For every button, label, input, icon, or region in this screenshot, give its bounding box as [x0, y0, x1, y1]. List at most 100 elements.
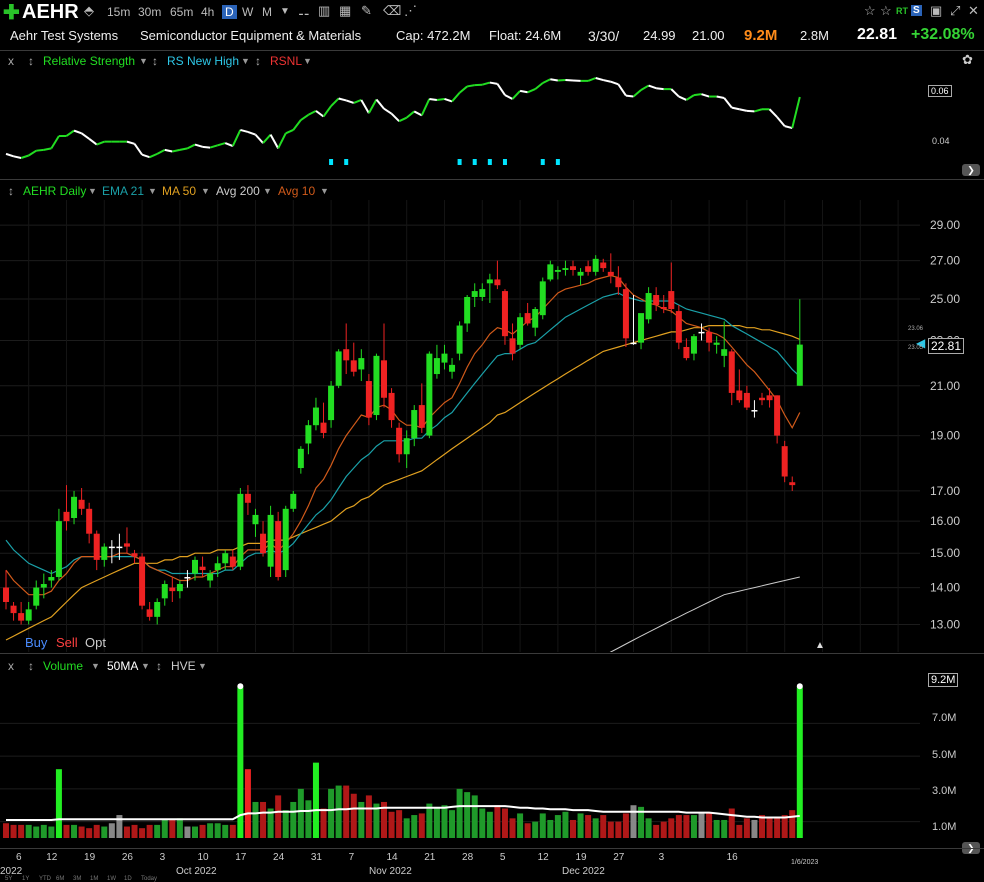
range-button[interactable]: 5Y [5, 876, 13, 882]
volume-bar [139, 828, 146, 838]
chevron-down-icon[interactable]: ▼ [263, 186, 272, 196]
chevron-down-icon[interactable]: ▼ [303, 56, 312, 66]
timeframe-dropdown-icon[interactable]: ▼ [280, 6, 290, 17]
rs-segment [269, 134, 280, 149]
volume-bar [441, 805, 448, 838]
range-button[interactable]: YTD [39, 876, 51, 882]
range-button[interactable]: 6M [56, 876, 65, 882]
hve-label[interactable]: HVE [171, 659, 196, 673]
rs-reorder-icon[interactable]: ↕ [28, 54, 34, 68]
realtime-badge[interactable]: RT [896, 6, 908, 16]
share-icon[interactable]: ⋰ [404, 3, 417, 18]
x-day-label: 28 [462, 852, 474, 863]
scroll-up-triangle-icon[interactable]: ▲ [815, 640, 825, 651]
price-chart[interactable]: 29.0027.0025.0023.0021.0019.0017.0016.00… [0, 200, 984, 652]
symbol-input[interactable]: AEHR [22, 1, 79, 23]
candle-body [192, 559, 198, 574]
timeframe-4h[interactable]: 4h [201, 5, 215, 19]
rs-new-high-label[interactable]: RS New High [167, 54, 240, 68]
chevron-down-icon[interactable]: ▼ [198, 661, 207, 671]
range-button[interactable]: 1D [124, 876, 132, 882]
chevron-down-icon[interactable]: ▼ [201, 186, 210, 196]
volume-chart[interactable] [0, 676, 984, 848]
industry-name[interactable]: Semiconductor Equipment & Materials [140, 28, 362, 43]
aehr-daily-label[interactable]: AEHR Daily [23, 184, 87, 198]
chart-settings-icon[interactable]: ▥ [318, 3, 331, 18]
rs-new-high-reorder-icon[interactable]: ↕ [152, 54, 158, 68]
range-button[interactable]: 1M [90, 876, 99, 882]
palette-icon[interactable]: ✿ [962, 52, 973, 67]
star-icon[interactable]: ☆ [880, 3, 892, 18]
volume-bar [282, 810, 289, 838]
sell-button[interactable]: Sell [56, 635, 78, 650]
volume-bar [532, 821, 539, 838]
range-button[interactable]: Today [141, 876, 158, 882]
volume-close-button[interactable]: x [8, 659, 14, 673]
avg10-label[interactable]: Avg 10 [278, 184, 316, 198]
hve-reorder-icon[interactable]: ↕ [156, 659, 162, 673]
percent-change: +32.08% [911, 26, 975, 43]
avg200-label[interactable]: Avg 200 [216, 184, 260, 198]
volume-50ma-label[interactable]: 50MA [107, 659, 139, 673]
chevron-down-icon[interactable]: ▼ [88, 186, 97, 196]
rs-segment [670, 88, 680, 98]
timeframe-m[interactable]: M [262, 5, 272, 19]
rs-segment [65, 129, 75, 137]
candle-body [660, 307, 667, 310]
range-button[interactable]: 3M [73, 876, 82, 882]
eraser-icon[interactable]: ⌫ [383, 3, 402, 18]
volume-bar [116, 815, 123, 838]
buy-button[interactable]: Buy [25, 635, 48, 650]
pin-icon[interactable]: ⬘ [84, 3, 94, 18]
candle-body [282, 508, 289, 571]
timeframe-15m[interactable]: 15m [107, 5, 131, 19]
rs-segment [444, 98, 453, 103]
chevron-down-icon[interactable]: ▼ [241, 56, 250, 66]
candle-body [131, 553, 138, 557]
options-button[interactable]: Opt [85, 635, 106, 650]
volume-label[interactable]: Volume [43, 659, 84, 673]
candle-body [275, 521, 282, 578]
rsnl-label[interactable]: RSNL [270, 54, 303, 68]
range-button[interactable]: 1Y [22, 876, 30, 882]
draw-pencil-icon[interactable]: ✎ [361, 3, 372, 18]
timeframe-30m[interactable]: 30m [138, 5, 162, 19]
close-icon[interactable]: ✕ [968, 3, 979, 18]
chevron-down-icon[interactable]: ▼ [141, 661, 150, 671]
chevron-down-icon[interactable]: ▼ [320, 186, 329, 196]
rs-segment [126, 140, 135, 145]
rs-segment [632, 89, 642, 98]
relative-strength-label[interactable]: Relative Strength [43, 54, 136, 68]
day-low: 21.00 [692, 28, 725, 43]
volume-bar [25, 824, 32, 838]
timeframe-w[interactable]: W [242, 5, 254, 19]
rs-segment [420, 98, 431, 116]
volume-reorder-icon[interactable]: ↕ [28, 659, 34, 673]
timeframe-65m[interactable]: 65m [170, 5, 194, 19]
price-reorder-icon[interactable]: ↕ [8, 184, 14, 198]
volume-bar [653, 824, 660, 838]
ma50-label[interactable]: MA 50 [162, 184, 197, 198]
range-button[interactable]: 1W [107, 876, 116, 882]
volume-bar [18, 824, 25, 838]
timeframe-d[interactable]: D [222, 5, 237, 19]
volume-bar [214, 823, 221, 838]
rs-axis-label: 0.04 [932, 136, 950, 146]
chevron-down-icon[interactable]: ▼ [148, 186, 157, 196]
expand-icon[interactable]: ⤢ [950, 3, 961, 18]
rs-segment [353, 99, 362, 104]
hve-marker [796, 683, 803, 690]
candle-type-icon[interactable]: ⚋ [298, 3, 310, 18]
ema21-label[interactable]: EMA 21 [102, 184, 145, 198]
star-outline-icon[interactable]: ☆ [864, 3, 876, 18]
chevron-down-icon[interactable]: ▼ [91, 661, 100, 671]
s-badge[interactable]: S [911, 5, 922, 16]
chevron-down-icon[interactable]: ▼ [139, 56, 148, 66]
rs-close-button[interactable]: x [8, 54, 14, 68]
calendar-icon[interactable]: ▦ [339, 3, 352, 18]
rs-segment [701, 93, 710, 98]
rsnl-reorder-icon[interactable]: ↕ [255, 54, 261, 68]
collapse-pane-button[interactable]: ❯ [962, 164, 980, 176]
save-icon[interactable]: ▣ [930, 3, 943, 18]
add-symbol-icon[interactable]: ✚ [3, 2, 20, 24]
